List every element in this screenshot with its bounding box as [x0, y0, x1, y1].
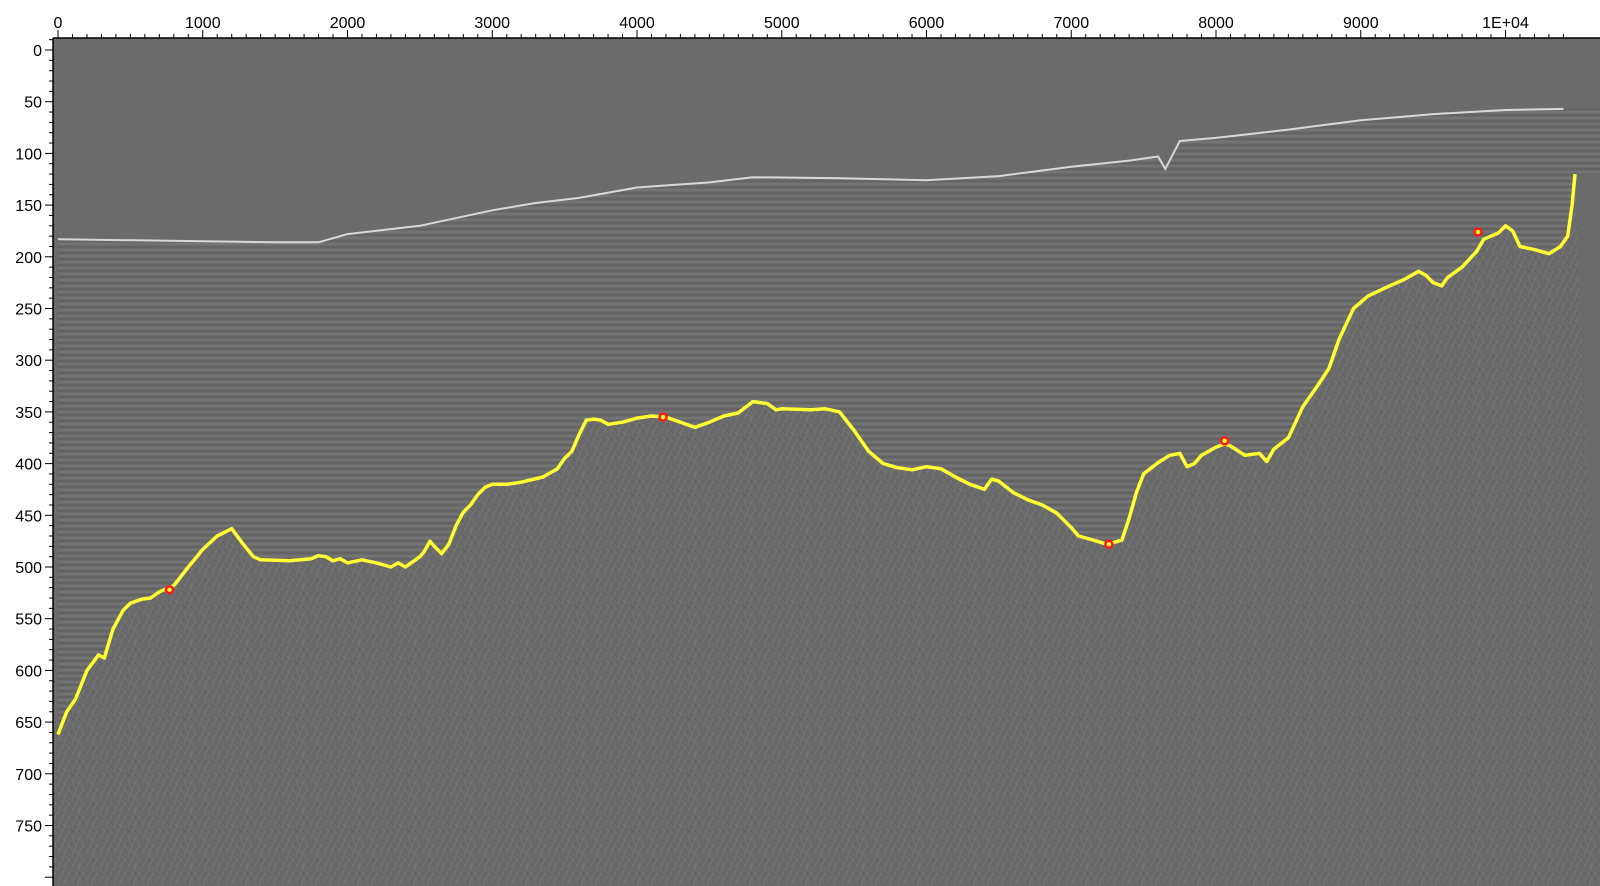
- y-tick-label: 250: [15, 302, 42, 319]
- y-tick-label: 0: [33, 43, 42, 60]
- seismic-image: [53, 107, 1600, 886]
- y-tick-label: 750: [15, 819, 42, 836]
- x-tick-label: 2000: [330, 15, 366, 32]
- control-point-2[interactable]: [658, 412, 668, 422]
- y-tick-label: 450: [15, 508, 42, 525]
- x-tick-label: 8000: [1198, 15, 1234, 32]
- picked-horizon-line[interactable]: [56, 173, 1577, 736]
- y-tick-label: 500: [15, 560, 42, 577]
- x-tick-label: 9000: [1343, 15, 1379, 32]
- control-points: [164, 227, 1483, 595]
- y-tick-label: 550: [15, 612, 42, 629]
- y-axis-ticks: 0 50 100 150 200 250 300 350 400 450 500 550 600 650 7…: [15, 39, 53, 878]
- x-axis: 0 1000 2000 3000 4000 5000 6000 7000 8000 9000 1E+…: [53, 15, 1600, 39]
- control-point-5[interactable]: [1473, 227, 1483, 237]
- x-tick-label: 1000: [185, 15, 221, 32]
- seafloor-reflector: [57, 107, 1564, 244]
- x-tick-label: 1E+04: [1482, 15, 1529, 32]
- x-tick-label: 5000: [764, 15, 800, 32]
- y-tick-label: 600: [15, 663, 42, 680]
- basement-texture: [53, 174, 1600, 886]
- y-tick-label: 650: [15, 715, 42, 732]
- x-tick-label: 4000: [619, 15, 655, 32]
- y-tick-label: 350: [15, 405, 42, 422]
- y-axis: 0 50 100 150 200 250 300 350 400 450 500 550 600 650 7…: [15, 38, 54, 886]
- y-tick-label: 50: [24, 95, 42, 112]
- x-tick-label: 0: [54, 15, 63, 32]
- y-tick-label: 100: [15, 146, 42, 163]
- y-tick-label: 150: [15, 198, 42, 215]
- x-tick-label: 3000: [474, 15, 510, 32]
- control-point-4[interactable]: [1219, 436, 1230, 446]
- control-point-3[interactable]: [1104, 539, 1114, 550]
- x-tick-label: 7000: [1054, 15, 1090, 32]
- y-tick-label: 200: [15, 250, 42, 267]
- y-tick-label: 300: [15, 353, 42, 370]
- sediment-layers: [58, 108, 1600, 735]
- y-tick-label: 400: [15, 457, 42, 474]
- control-point-1[interactable]: [164, 584, 175, 595]
- y-tick-label: 700: [15, 767, 42, 784]
- x-axis-ticks: 0 1000 2000 3000 4000 5000 6000 7000 8000 9000 1E+…: [54, 15, 1564, 38]
- x-tick-label: 6000: [909, 15, 945, 32]
